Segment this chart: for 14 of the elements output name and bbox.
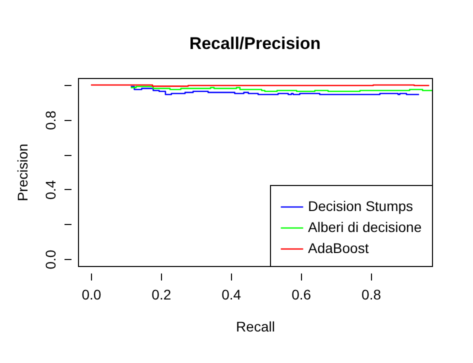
y-tick-label: 0.0 [42,250,58,270]
y-tick-label: 0.4 [42,180,58,200]
x-tick-label: 0.2 [152,286,172,302]
x-tick-label: 0.8 [362,286,382,302]
x-tick-label: 0.6 [292,286,312,302]
y-tick-label: 0.8 [42,110,58,130]
x-axis-title: Recall [236,318,275,334]
legend-label: AdaBoost [308,240,369,256]
legend-label: Alberi di decisione [308,219,422,235]
x-tick-label: 0.0 [82,286,102,302]
x-tick-label: 0.4 [222,286,242,302]
y-axis-title: Precision [14,144,30,202]
chart-title: Recall/Precision [189,34,321,53]
legend-label: Decision Stumps [308,198,414,214]
